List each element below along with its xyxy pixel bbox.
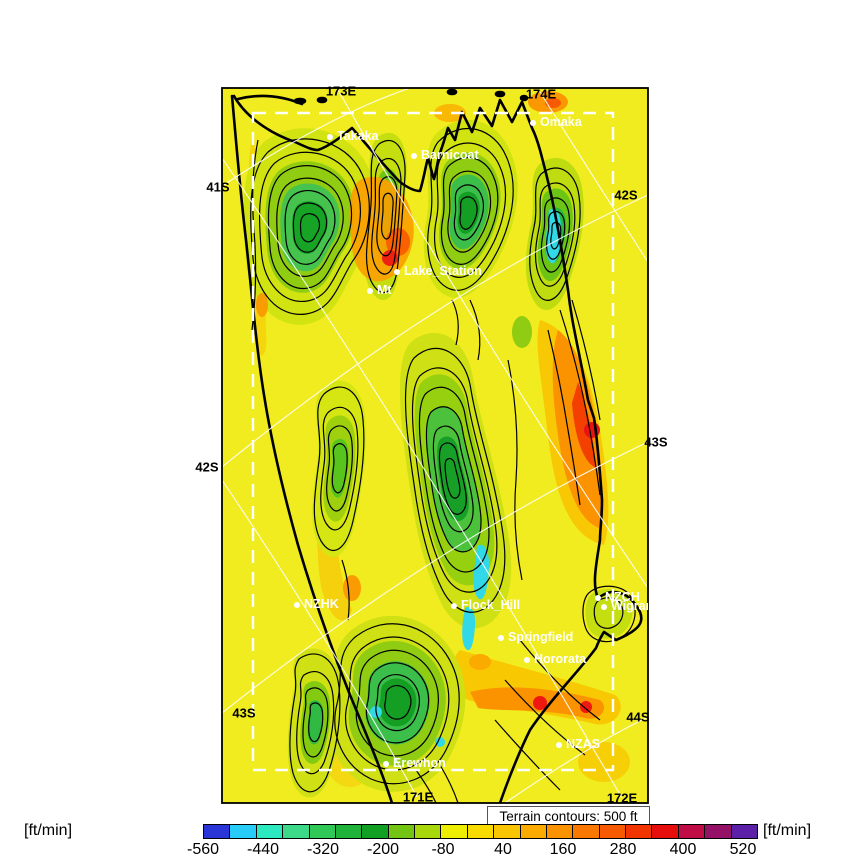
colorbar-tick--560: -560 [186,841,220,858]
colorbar-segment [204,825,231,838]
terrain-note: Terrain contours: 500 ft [487,806,650,827]
colorbar-tick-400: 400 [669,841,697,858]
colorbar-segment [626,825,653,838]
colorbar-segment [494,825,521,838]
grid-label-174e-1: 174E [525,86,557,102]
colorbar [203,824,758,839]
colorbar-segment [678,825,706,838]
colorbar-unit-right: [ft/min] [763,822,812,839]
colorbar-segment [283,825,310,838]
colorbar-tick--440: -440 [246,841,280,858]
grid-label-42s-4: 42S [195,459,219,475]
colorbar-segment [388,825,415,838]
colorbar-tick--320: -320 [306,841,340,858]
domain-dashed-boundary [251,111,615,772]
coastline [230,88,643,805]
grid-label-171e-8: 171E [402,789,434,805]
grid-label-42s-3: 42S [614,187,638,203]
colorbar-tick-280: 280 [609,841,637,858]
colorbar-segment [362,825,389,838]
colorbar-segment [520,825,547,838]
graticule-lines [221,87,649,804]
grid-label-173e-0: 173E [325,83,357,99]
map-frame [221,87,649,804]
colorbar-segment [705,825,732,838]
colorbar-unit-left: [ft/min] [24,822,73,839]
colorbar-segment [599,825,626,838]
colorbar-segment [256,825,284,838]
colorbar-segment [415,825,442,838]
grid-label-172e-9: 172E [606,790,638,806]
colorbar-tick-520: 520 [729,841,757,858]
grid-label-41s-2: 41S [206,179,230,195]
colorbar-tick-40: 40 [494,841,512,858]
colorbar-tick-160: 160 [549,841,577,858]
colorbar-segment [546,825,574,838]
grid-label-43s-5: 43S [644,434,668,450]
colorbar-segment [441,825,468,838]
colorbar-segment [573,825,600,838]
grid-label-43s-6: 43S [232,705,256,721]
grid-label-44s-7: 44S [626,709,650,725]
colorbar-segment [309,825,336,838]
colorbar-tick--200: -200 [366,841,400,858]
lift-areas [243,119,633,798]
colorbar-segment [652,825,679,838]
colorbar-segment [731,825,757,838]
colorbar-tick--80: -80 [431,841,455,858]
colorbar-segment [467,825,495,838]
colorbar-segment [230,825,257,838]
colorbar-segment [335,825,363,838]
